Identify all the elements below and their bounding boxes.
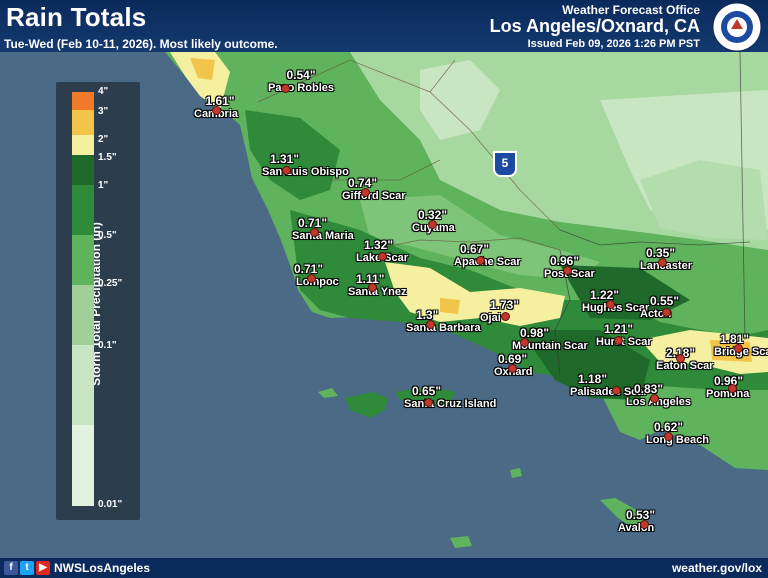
- station-mountain-scar: 0.98" Mountain Scar: [512, 326, 588, 352]
- station-eaton-scar: 2.18" Eaton Scar: [656, 346, 714, 372]
- station-marker: [501, 312, 510, 321]
- station-marker: [281, 84, 290, 93]
- station-marker: [640, 520, 649, 529]
- office-name: Weather Forecast Office: [562, 3, 700, 17]
- station-san-luis-obispo: 1.31" San Luis Obispo: [262, 152, 349, 178]
- station-marker: [378, 252, 387, 261]
- noaa-nws-logo-icon: [712, 2, 762, 52]
- twitter-icon[interactable]: t: [20, 561, 34, 575]
- social-handle[interactable]: NWSLosAngeles: [54, 561, 151, 575]
- station-santa-maria: 0.71" Santa Maria: [292, 216, 354, 242]
- legend-tick: 0.25": [98, 278, 123, 289]
- precipitation-legend: Storm Total Precipitation (in) 4" 3" 2" …: [56, 82, 140, 520]
- map-title: Rain Totals: [6, 2, 147, 32]
- station-marker: [282, 166, 291, 175]
- station-marker: [361, 188, 370, 197]
- station-marker: [662, 308, 671, 317]
- station-marker: [368, 283, 377, 292]
- station-marker: [676, 354, 685, 363]
- office-location: Los Angeles/Oxnard, CA: [489, 16, 700, 36]
- facebook-icon[interactable]: f: [4, 561, 18, 575]
- station-lompoc: 0.71" Lompoc: [294, 262, 339, 288]
- station-ojai: 1.73" Ojai: [480, 298, 520, 324]
- station-marker: [508, 364, 517, 373]
- legend-tick: 0.01": [98, 499, 123, 510]
- youtube-icon[interactable]: ▶: [36, 561, 50, 575]
- station-apache-scar: 0.67" Apache Scar: [454, 242, 521, 268]
- station-los-angeles: 0.83" Los Angeles: [626, 382, 691, 408]
- legend-tick: 0.1": [98, 340, 117, 351]
- footer-bar: f t ▶ NWSLosAngeles weather.gov/lox: [0, 558, 768, 578]
- station-marker: [212, 106, 221, 115]
- interstate-shield: 5: [493, 151, 517, 177]
- station-paso-robles: 0.54" Paso Robles: [268, 68, 335, 94]
- station-marker: [664, 432, 673, 441]
- station-marker: [734, 344, 743, 353]
- station-marker: [728, 384, 737, 393]
- station-marker: [614, 336, 623, 345]
- social-icons: f t ▶: [4, 561, 50, 575]
- legend-tick: 1.5": [98, 152, 117, 163]
- legend-tick: 1": [98, 180, 109, 191]
- station-avalon: 0.53" Avalon: [618, 508, 656, 534]
- station-gifford-scar: 0.74" Gifford Scar: [342, 176, 406, 202]
- legend-tick: 3": [98, 106, 109, 117]
- station-santa-ynez: 1.11" Santa Ynez: [348, 272, 407, 298]
- station-marker: [476, 256, 485, 265]
- legend-tick: 0.5": [98, 230, 117, 241]
- issued-time: Issued Feb 09, 2026 1:26 PM PST: [527, 38, 700, 50]
- station-palisades-scar: 1.18" Palisades Scar: [570, 372, 648, 398]
- station-santa-cruz-island: 0.65" Santa Cruz Island: [404, 384, 497, 410]
- station-marker: [307, 274, 316, 283]
- station-hughes-scar: 1.22" Hughes Scar: [582, 288, 650, 314]
- station-marker: [612, 386, 621, 395]
- station-lancaster: 0.35" Lancaster: [640, 246, 692, 272]
- interstate-number: 5: [501, 156, 509, 170]
- station-long-beach: 0.62" Long Beach: [646, 420, 709, 446]
- map-subtitle: Tue-Wed (Feb 10-11, 2026). Most likely o…: [4, 37, 278, 51]
- station-marker: [310, 228, 319, 237]
- station-marker: [424, 398, 433, 407]
- station-marker: [428, 220, 437, 229]
- station-marker: [650, 394, 659, 403]
- station-marker: [658, 258, 667, 267]
- station-marker: [563, 266, 572, 275]
- website-link[interactable]: weather.gov/lox: [671, 561, 762, 575]
- header-bar: Rain Totals Tue-Wed (Feb 10-11, 2026). M…: [0, 0, 768, 52]
- station-acton: 0.55" Acton: [640, 294, 680, 320]
- station-marker: [426, 320, 435, 329]
- legend-tick: 4": [98, 86, 109, 97]
- station-santa-barbara: 1.3" Santa Barbara: [406, 308, 481, 334]
- legend-color-ramp: [72, 92, 94, 506]
- station-marker: [606, 300, 615, 309]
- legend-tick: 2": [98, 134, 109, 145]
- station-hurst-scar: 1.21" Hurst Scar: [596, 322, 652, 348]
- station-marker: [520, 338, 529, 347]
